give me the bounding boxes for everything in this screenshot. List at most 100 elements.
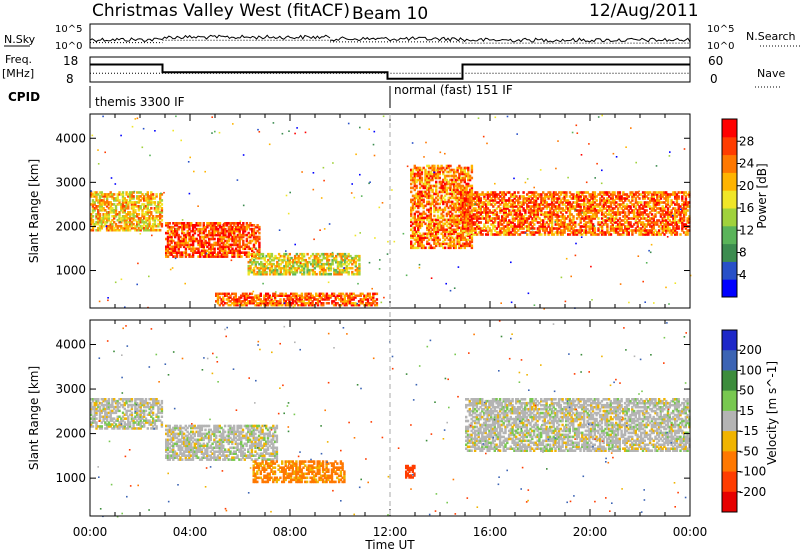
echo-cell — [143, 199, 146, 202]
echo-cell — [460, 231, 463, 234]
echo-cell — [281, 294, 284, 297]
echo-cell — [579, 207, 582, 210]
echo-cell — [656, 223, 659, 226]
echo-cell — [536, 211, 540, 214]
echo-cell — [504, 199, 507, 202]
echo-cell — [618, 233, 622, 236]
echo-cell — [238, 239, 241, 243]
echo-cell — [132, 197, 135, 200]
echo-cell — [499, 233, 502, 236]
echo-cell — [347, 270, 350, 274]
echo-cell — [238, 251, 241, 254]
echo-cell — [538, 231, 541, 234]
echo-cell — [277, 256, 281, 260]
echo-cell — [90, 213, 93, 216]
echo-cell — [111, 224, 114, 228]
echo-cell — [345, 302, 348, 305]
echo-cell — [454, 174, 457, 178]
echo-cell — [465, 188, 468, 192]
echo-cell — [227, 300, 230, 303]
echo-cell — [647, 197, 650, 200]
echo-cell — [433, 218, 436, 222]
echo-cell — [345, 303, 348, 307]
echo-cell — [179, 251, 182, 254]
echo-cell — [153, 207, 157, 210]
echo-cell — [418, 222, 422, 226]
echo-cell — [463, 215, 466, 218]
echo-cell — [300, 303, 304, 307]
echo-cell — [181, 253, 184, 256]
echo-cell — [663, 219, 666, 222]
echo-cell — [650, 225, 654, 228]
echo-cell — [433, 206, 436, 210]
echo-cell — [682, 213, 686, 216]
echo-cell — [472, 233, 475, 236]
echo-cell — [229, 249, 232, 253]
echo-cell — [191, 224, 195, 227]
echo-cell — [410, 234, 413, 238]
echo-cell — [645, 231, 648, 234]
echo-cell — [666, 207, 670, 210]
echo-cell — [165, 245, 168, 249]
echo-cell — [581, 203, 584, 206]
echo-cell — [670, 233, 673, 236]
echo-cell — [349, 266, 352, 270]
echo-cell — [123, 207, 126, 210]
echo-cell — [127, 193, 130, 196]
echo-cell — [148, 209, 151, 212]
echo-cell — [114, 213, 118, 216]
echo-cell — [322, 264, 325, 268]
echo-cell — [468, 231, 472, 234]
echo-cell — [127, 228, 130, 232]
echo-cell — [679, 221, 682, 224]
echo-cell — [265, 303, 268, 307]
echo-cell — [436, 198, 440, 202]
echo-cell — [454, 244, 457, 248]
echo-cell — [534, 213, 538, 216]
echo-cell — [234, 296, 237, 299]
echo-cell — [301, 258, 304, 262]
echo-cell — [627, 213, 630, 216]
echo-cell — [297, 264, 300, 268]
echo-cell — [608, 213, 611, 216]
echo-cell — [175, 224, 179, 227]
scatter-dot — [100, 191, 102, 194]
echo-cell — [105, 224, 109, 228]
echo-cell — [604, 211, 607, 214]
echo-cell — [372, 302, 375, 305]
echo-cell — [175, 251, 179, 254]
echo-cell — [123, 228, 126, 232]
echo-cell — [427, 188, 431, 192]
echo-cell — [438, 242, 441, 246]
echo-cell — [509, 213, 513, 216]
echo-cell — [288, 303, 291, 307]
echo-cell — [240, 233, 243, 237]
echo-cell — [258, 270, 261, 274]
echo-cell — [336, 266, 340, 270]
echo-cell — [288, 260, 291, 264]
echo-cell — [650, 197, 654, 200]
echo-cell — [431, 188, 434, 192]
echo-cell — [348, 294, 352, 297]
echo-cell — [649, 201, 652, 204]
echo-cell — [375, 302, 379, 305]
echo-cell — [420, 242, 424, 246]
echo-cell — [436, 202, 440, 206]
echo-cell — [222, 233, 225, 237]
echo-cell — [429, 194, 432, 198]
echo-cell — [438, 190, 441, 194]
echo-cell — [451, 174, 454, 178]
echo-cell — [268, 294, 271, 297]
echo-cell — [109, 205, 112, 208]
echo-cell — [467, 221, 470, 224]
echo-cell — [550, 205, 554, 208]
echo-cell — [449, 184, 452, 188]
nsky-series-segment — [329, 36, 463, 42]
echo-cell — [426, 192, 429, 196]
echo-cell — [577, 223, 581, 226]
echo-cell — [529, 201, 532, 204]
echo-cell — [420, 224, 424, 228]
scatter-dot — [551, 199, 554, 202]
echo-cell — [483, 195, 486, 198]
echo-cell — [243, 251, 247, 254]
